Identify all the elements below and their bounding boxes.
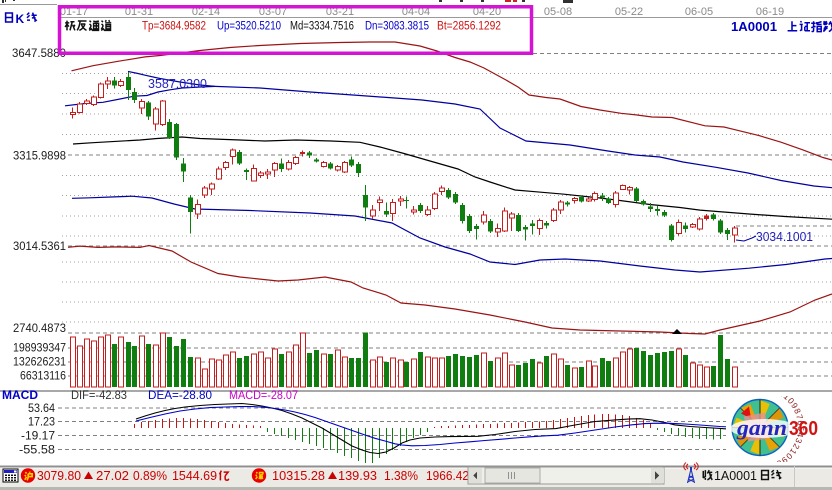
svg-text:Md=3334.7516: Md=3334.7516 [290,21,354,33]
svg-text:10315.28: 10315.28 [272,469,325,483]
svg-text:Bt=2856.1292: Bt=2856.1292 [437,21,501,33]
svg-text:3647.5880: 3647.5880 [12,48,66,60]
svg-text:1.38%: 1.38% [384,469,418,483]
svg-text:02-14: 02-14 [192,6,220,18]
svg-text:3079.80: 3079.80 [37,469,81,483]
svg-text:Tp=3684.9582: Tp=3684.9582 [142,21,206,33]
svg-text:-19.17: -19.17 [21,431,55,443]
svg-text:DIF=-42.83: DIF=-42.83 [71,390,127,402]
svg-text:MACD: MACD [2,388,38,402]
svg-text:132626231: 132626231 [13,357,66,369]
svg-text:0.89%: 0.89% [133,469,167,483]
svg-text:198939347: 198939347 [13,343,66,355]
svg-text:3315.9898: 3315.9898 [13,151,66,163]
svg-text:Up=3520.5210: Up=3520.5210 [217,21,281,33]
svg-text:17.23: 17.23 [28,417,55,429]
svg-text:01-17: 01-17 [60,6,88,18]
svg-text:05-08: 05-08 [544,6,572,18]
svg-text:04-04: 04-04 [402,6,430,18]
svg-text:2740.4873: 2740.4873 [13,323,66,335]
svg-text:-55.58: -55.58 [19,445,55,457]
svg-text:3034.1001: 3034.1001 [756,229,813,244]
svg-text:1544.69: 1544.69 [172,469,217,483]
svg-text:1A0001: 1A0001 [731,19,777,34]
svg-text:360: 360 [789,418,818,440]
svg-text:05-22: 05-22 [615,6,643,18]
svg-text:DEA=-28.80: DEA=-28.80 [148,390,212,402]
svg-text:3014.5361: 3014.5361 [13,241,66,253]
svg-text:06-19: 06-19 [756,6,784,18]
svg-text:Dn=3083.3815: Dn=3083.3815 [365,21,429,33]
svg-text:04-20: 04-20 [473,6,501,18]
svg-text:gann: gann [736,415,787,440]
svg-text:03-07: 03-07 [259,6,287,18]
svg-text:K: K [16,12,25,26]
svg-text:03-21: 03-21 [326,6,354,18]
svg-text:139.93: 139.93 [338,469,377,483]
svg-text:3587.0300: 3587.0300 [148,76,207,91]
svg-text:53.64: 53.64 [28,403,56,415]
svg-text:06-05: 06-05 [685,6,713,18]
svg-text:27.02: 27.02 [96,469,129,483]
svg-text:66313116: 66313116 [20,371,66,383]
svg-text:MACD=-28.07: MACD=-28.07 [229,390,298,402]
svg-text:01-31: 01-31 [125,6,153,18]
svg-text:1966.42: 1966.42 [426,469,469,483]
svg-text:1A0001: 1A0001 [714,469,757,483]
